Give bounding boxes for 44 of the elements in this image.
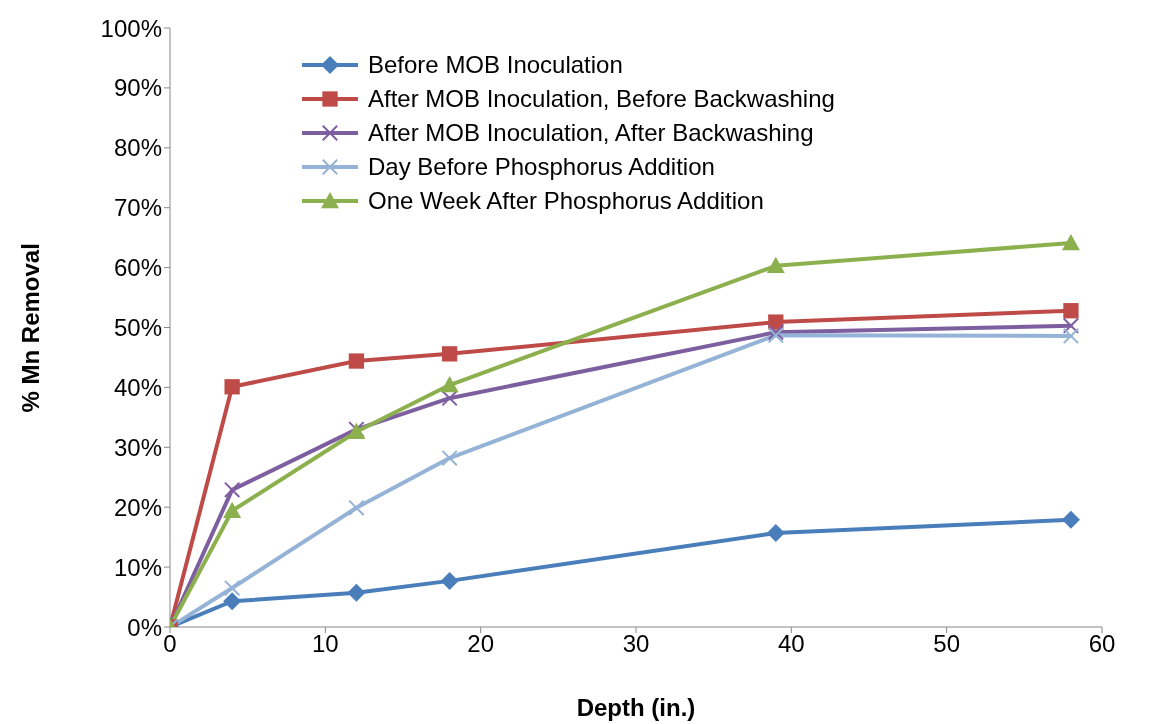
y-axis-title: % Mn Removal: [16, 243, 44, 413]
x-tick-label: 20: [467, 630, 495, 658]
y-tick-label: 90%: [113, 74, 162, 102]
y-tick-label: 30%: [113, 433, 162, 461]
point: [766, 523, 785, 542]
y-tick-label: 20%: [113, 493, 162, 521]
legend-label: Before MOB Inoculation: [368, 50, 623, 80]
point: [440, 571, 459, 590]
point: [223, 592, 242, 611]
point: [347, 583, 366, 602]
y-tick-label: 10%: [113, 553, 162, 581]
point: [223, 501, 242, 518]
y-tick-label: 60%: [113, 254, 162, 282]
legend-label: One Week After Phosphorus Addition: [368, 186, 764, 216]
point: [1062, 317, 1080, 334]
point: [223, 481, 241, 499]
x-axis-title: Depth (in.): [576, 694, 696, 721]
legend-label: After MOB Inoculation, Before Backwashing: [368, 84, 835, 114]
y-tick-label: 50%: [113, 314, 162, 342]
point: [766, 256, 785, 273]
point: [1061, 234, 1080, 251]
x-tick-label: 40: [777, 630, 805, 658]
y-tick-label: 0%: [127, 613, 162, 641]
point: [441, 449, 458, 467]
x-tick-label: 0: [163, 630, 177, 658]
y-tick-label: 40%: [113, 373, 162, 401]
point: [1062, 327, 1080, 345]
y-tick-label: 70%: [113, 194, 162, 222]
x-tick-label: 10: [311, 630, 339, 658]
point: [348, 353, 365, 369]
point: [348, 499, 365, 516]
point: [223, 579, 241, 597]
legend-label: Day Before Phosphorus Addition: [368, 152, 715, 182]
point: [440, 376, 459, 393]
x-tick-label: 50: [933, 630, 961, 658]
point: [441, 346, 458, 362]
point: [224, 379, 240, 395]
point: [1061, 510, 1080, 529]
y-tick-label: 80%: [113, 134, 162, 162]
y-tick-label: 100%: [100, 14, 162, 42]
x-tick-label: 30: [622, 630, 650, 658]
x-tick-label: 60: [1088, 630, 1116, 658]
legend-label: After MOB Inoculation, After Backwashing: [368, 118, 814, 148]
point: [1063, 303, 1079, 319]
